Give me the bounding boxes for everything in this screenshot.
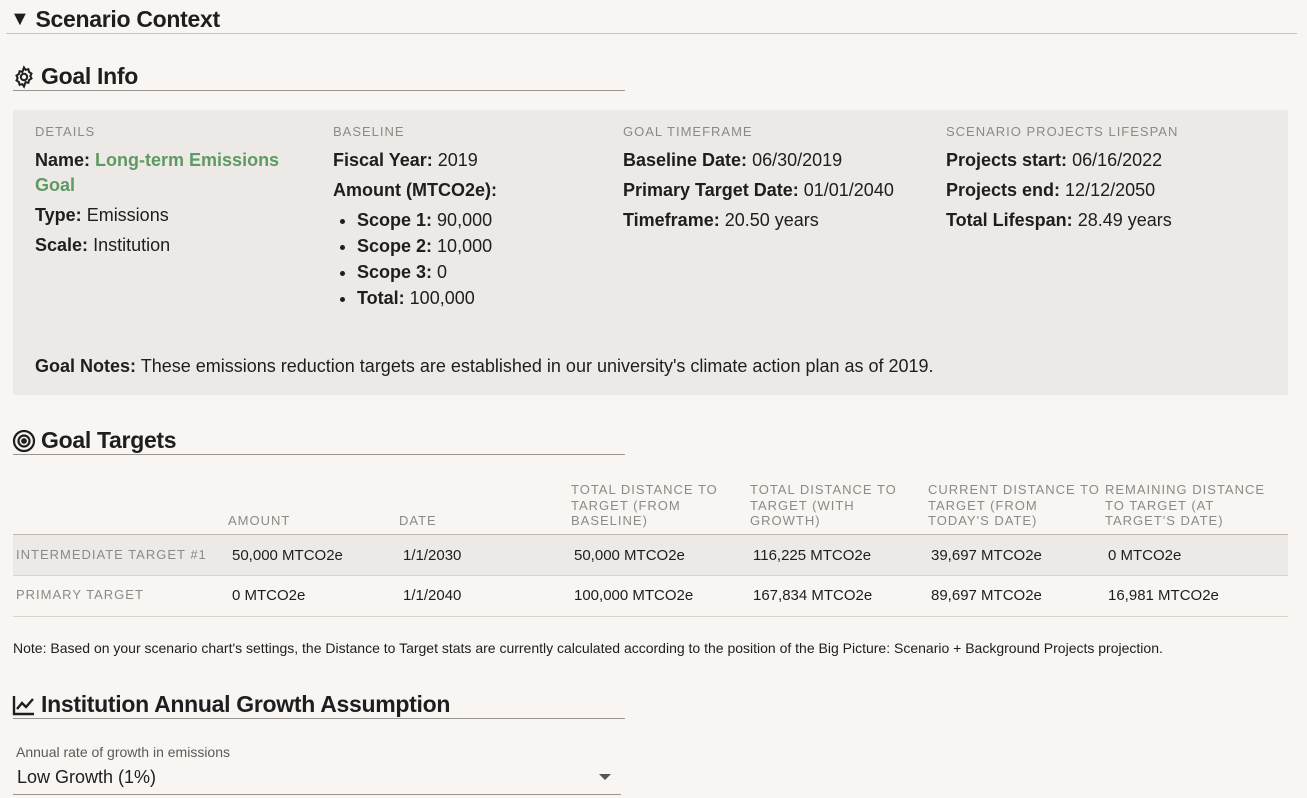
baseline-label: BASELINE	[333, 124, 405, 139]
divider	[13, 718, 625, 719]
col-header-amount: AMOUNT	[228, 513, 291, 528]
table-row: INTERMEDIATE TARGET #1 50,000 MTCO2e 1/1…	[13, 534, 1288, 576]
col-header-remaining-distance: REMAINING DISTANCE TO TARGET (AT TARGET'…	[1105, 482, 1266, 528]
growth-title: Institution Annual Growth Assumption	[41, 691, 451, 717]
target-icon	[12, 429, 36, 453]
projects-start: Projects start: 06/16/2022	[946, 150, 1163, 170]
details-column: DETAILS Name: Long-term Emissions Goal T…	[35, 124, 295, 263]
details-label: DETAILS	[35, 124, 96, 139]
lifespan-label: SCENARIO PROJECTS LIFESPAN	[946, 124, 1179, 139]
table-cell: 1/1/2040	[403, 587, 462, 604]
fiscal-year: Fiscal Year: 2019	[333, 150, 478, 170]
col-header-total-from-baseline: TOTAL DISTANCE TO TARGET (FROM BASELINE)	[571, 482, 718, 528]
timeframe: Timeframe: 20.50 years	[623, 210, 819, 230]
line-chart-icon	[12, 693, 36, 717]
list-item: Scope 1: 90,000	[357, 207, 593, 233]
scope-list: Scope 1: 90,000 Scope 2: 10,000 Scope 3:…	[333, 207, 593, 311]
table-cell: 0 MTCO2e	[1108, 547, 1182, 564]
goal-name: Name: Long-term Emissions Goal	[35, 150, 280, 195]
scenario-context-title: Scenario Context	[35, 6, 221, 32]
baseline-column: BASELINE Fiscal Year: 2019 Amount (MTCO2…	[333, 124, 593, 311]
timeframe-label: GOAL TIMEFRAME	[623, 124, 753, 139]
total-lifespan: Total Lifespan: 28.49 years	[946, 210, 1172, 230]
table-cell: 50,000 MTCO2e	[574, 547, 685, 564]
table-row: PRIMARY TARGET 0 MTCO2e 1/1/2040 100,000…	[13, 576, 1288, 617]
goal-name-link[interactable]: Long-term Emissions Goal	[35, 150, 280, 195]
table-cell: 167,834 MTCO2e	[753, 587, 873, 604]
divider	[6, 33, 1297, 34]
table-cell: 39,697 MTCO2e	[931, 547, 1042, 564]
table-cell: 116,225 MTCO2e	[753, 547, 872, 564]
chevron-down-icon[interactable]	[599, 774, 611, 780]
goal-scale: Scale: Institution	[35, 235, 171, 255]
col-header-total-with-growth: TOTAL DISTANCE TO TARGET (WITH GROWTH)	[750, 482, 897, 528]
distance-note: Note: Based on your scenario chart's set…	[13, 640, 1163, 656]
primary-target-date: Primary Target Date: 01/01/2040	[623, 180, 894, 200]
growth-select[interactable]: Low Growth (1%)	[17, 767, 157, 787]
baseline-amount: Amount (MTCO2e):	[333, 180, 497, 200]
list-item: Total: 100,000	[357, 285, 593, 311]
goal-targets-heading: Goal Targets	[12, 427, 177, 454]
goal-info-heading: Goal Info	[12, 63, 138, 90]
baseline-date: Baseline Date: 06/30/2019	[623, 150, 843, 170]
divider	[13, 454, 625, 455]
table-cell: 0 MTCO2e	[232, 587, 306, 604]
collapse-triangle-icon[interactable]: ▼	[10, 8, 30, 30]
lifespan-column: SCENARIO PROJECTS LIFESPAN Projects star…	[946, 124, 1266, 238]
table-cell: 16,981 MTCO2e	[1108, 587, 1219, 604]
goal-notes: Goal Notes: These emissions reduction ta…	[35, 356, 934, 376]
select-underline	[13, 794, 621, 795]
goal-targets-title: Goal Targets	[41, 427, 177, 453]
table-cell: 89,697 MTCO2e	[931, 587, 1042, 604]
goal-type: Type: Emissions	[35, 205, 169, 225]
gear-icon	[12, 64, 36, 89]
goal-info-title: Goal Info	[41, 63, 138, 89]
divider	[13, 90, 625, 91]
timeframe-column: GOAL TIMEFRAME Baseline Date: 06/30/2019…	[623, 124, 923, 238]
projects-end: Projects end: 12/12/2050	[946, 180, 1156, 200]
growth-select-label: Annual rate of growth in emissions	[16, 744, 230, 760]
row-label: INTERMEDIATE TARGET #1	[16, 547, 207, 562]
list-item: Scope 2: 10,000	[357, 233, 593, 259]
scenario-context-toggle[interactable]: ▼ Scenario Context	[10, 6, 220, 33]
row-label: PRIMARY TARGET	[16, 587, 144, 602]
table-cell: 1/1/2030	[403, 547, 462, 564]
goal-info-panel: DETAILS Name: Long-term Emissions Goal T…	[13, 110, 1288, 395]
list-item: Scope 3: 0	[357, 259, 593, 285]
col-header-date: DATE	[399, 513, 437, 528]
growth-heading: Institution Annual Growth Assumption	[12, 691, 450, 718]
table-cell: 100,000 MTCO2e	[574, 587, 694, 604]
table-cell: 50,000 MTCO2e	[232, 547, 343, 564]
col-header-current-distance: CURRENT DISTANCE TO TARGET (FROM TODAY'S…	[928, 482, 1100, 528]
